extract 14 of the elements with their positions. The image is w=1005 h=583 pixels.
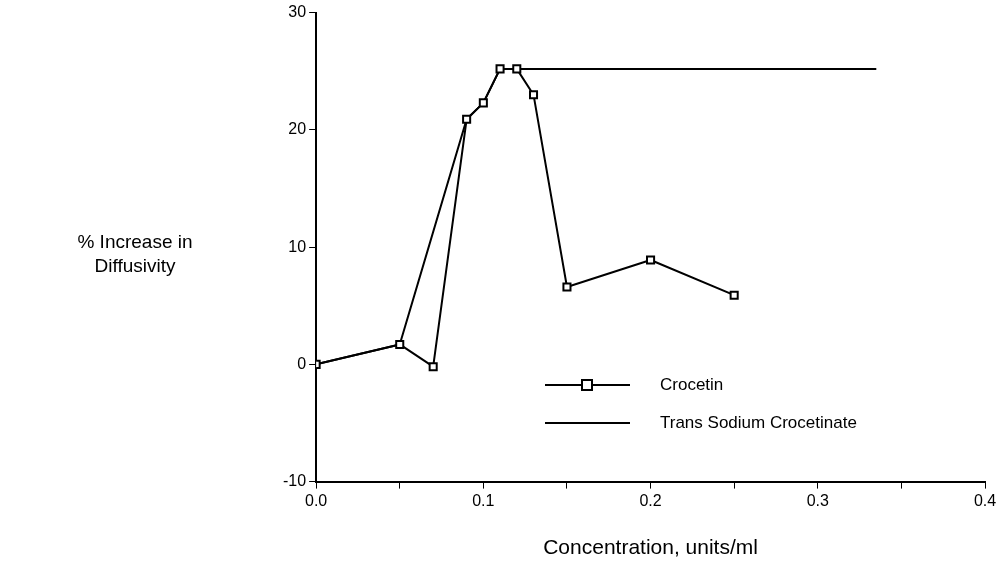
- x-tick-label: 0.0: [305, 491, 328, 509]
- x-tick-label: 0.2: [639, 491, 662, 509]
- y-tick-label: 20: [288, 120, 307, 138]
- y-tick-label: 10: [288, 237, 307, 255]
- y-axis-title: % Increase in Diffusivity: [76, 230, 194, 278]
- legend-label: Trans Sodium Crocetinate: [660, 412, 857, 433]
- x-axis-title: Concentration, units/ml: [543, 535, 758, 559]
- x-tick-label: 0.3: [806, 491, 829, 509]
- legend-label: Crocetin: [660, 374, 724, 395]
- y-tick-label: 30: [288, 3, 307, 21]
- x-tick-label: 0.4: [973, 491, 997, 509]
- y-tick-label: -10: [283, 472, 307, 490]
- x-tick-label: 0.1: [472, 491, 495, 509]
- y-tick-label: 0: [297, 354, 307, 372]
